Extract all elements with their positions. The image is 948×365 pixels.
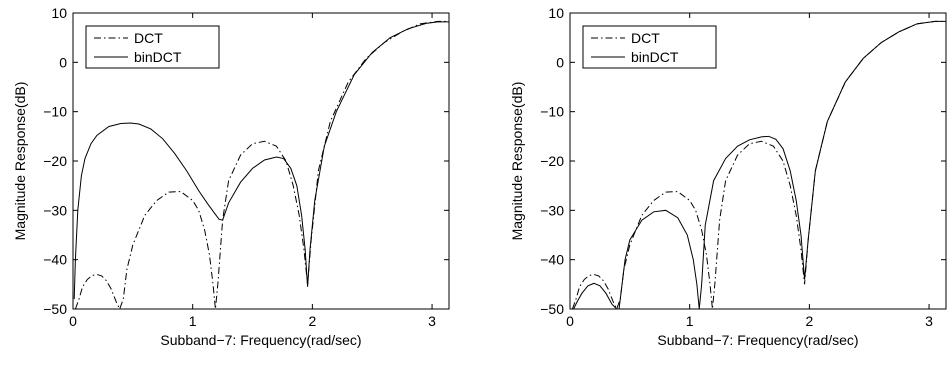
y-tick-label: −10 [43,104,67,120]
right-chart-panel: 0 1 2 3 10 0 −10 −20 −30 −40 −50 Subband−7: Frequen… [509,5,947,348]
y-tick-label: 0 [556,54,564,70]
legend-label-bindct: binDCT [631,49,679,65]
y-tick-label: 0 [59,54,67,70]
y-axis-label: Magnitude Response(dB) [509,82,525,241]
x-tick-label: 0 [69,313,77,329]
y-tick-label: 10 [51,5,67,21]
legend-box [85,25,220,69]
y-tick-label: −20 [43,153,67,169]
y-tick-label: −40 [540,252,564,268]
x-tick-label: 1 [686,313,694,329]
legend-label-dct: DCT [631,30,660,46]
y-tick-label: −50 [43,301,67,317]
left-chart-panel: 0 1 2 3 10 0 −10 −20 −30 −40 −50 Subband−7: Frequen… [12,5,450,348]
y-tick-label: −30 [43,202,67,218]
legend-box [582,25,717,69]
y-tick-label: −20 [540,153,564,169]
legend-label-dct: DCT [134,30,163,46]
y-axis-label: Magnitude Response(dB) [12,82,28,241]
x-axis-label: Subband−7: Frequency(rad/sec) [657,332,858,348]
x-axis-label: Subband−7: Frequency(rad/sec) [160,332,361,348]
y-tick-label: −40 [43,252,67,268]
series-line-bindct [73,21,449,300]
x-tick-label: 3 [925,313,933,329]
x-tick-label: 2 [805,313,813,329]
y-tick-label: 10 [548,5,564,21]
legend: DCT binDCT [85,25,220,69]
x-tick-label: 2 [308,313,316,329]
x-tick-label: 3 [428,313,436,329]
x-tick-label: 0 [566,313,574,329]
legend-label-bindct: binDCT [134,49,182,65]
legend: DCT binDCT [582,25,717,69]
y-tick-label: −10 [540,104,564,120]
x-tick-label: 1 [189,313,197,329]
y-tick-label: −30 [540,202,564,218]
series-line-bindct [573,20,946,309]
y-tick-label: −50 [540,301,564,317]
